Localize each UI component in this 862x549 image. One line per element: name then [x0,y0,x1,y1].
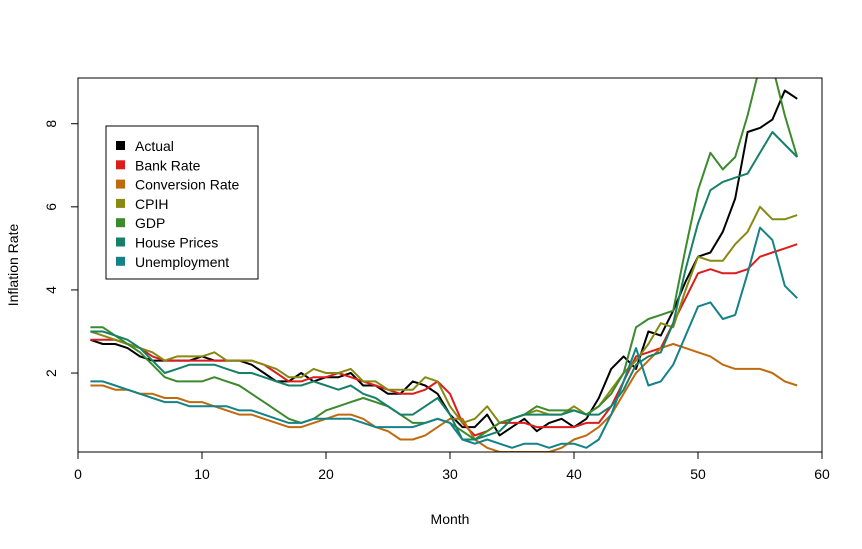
series-line-5 [90,131,798,441]
x-tick-label-6: 60 [814,466,830,482]
y-tick-label-1: 4 [43,286,59,294]
y-tick-label-2: 6 [43,203,59,211]
legend-label-6: Unemployment [135,254,229,270]
legend: Actual Bank Rate Conversion Rate CPIH GDP Hou… [105,125,259,280]
x-tick-label-3: 30 [442,466,458,482]
legend-label-3: CPIH [135,196,168,212]
legend-label-0: Actual [135,138,174,154]
y-axis-title: Inflation Rate [5,224,21,307]
series-layer [90,78,799,452]
x-tick-label-0: 0 [74,466,82,482]
x-tick-label-5: 50 [690,466,706,482]
legend-swatch-1 [116,160,125,170]
series-line-3 [90,205,798,424]
legend-swatch-6 [116,256,125,266]
legend-label-5: House Prices [135,235,218,251]
y-tick-label-3: 8 [43,120,59,128]
x-tick-label-2: 20 [318,466,334,482]
x-tick-label-4: 40 [566,466,582,482]
x-tick-label-1: 10 [194,466,210,482]
legend-label-2: Conversion Rate [135,177,239,193]
legend-label-4: GDP [135,215,165,231]
legend-swatch-0 [116,141,125,150]
series-line-2 [90,343,798,452]
y-axis: 2 4 6 8 [43,120,79,377]
legend-label-1: Bank Rate [135,157,201,173]
x-axis: 0 10 20 30 40 50 60 [74,451,830,482]
legend-swatch-2 [116,179,125,189]
x-axis-title: Month [431,511,470,527]
legend-swatch-5 [116,237,125,247]
legend-box [105,125,259,280]
legend-swatch-4 [116,218,125,228]
y-tick-label-0: 2 [43,369,59,377]
series-line-6 [90,226,798,449]
legend-swatch-3 [116,198,125,208]
